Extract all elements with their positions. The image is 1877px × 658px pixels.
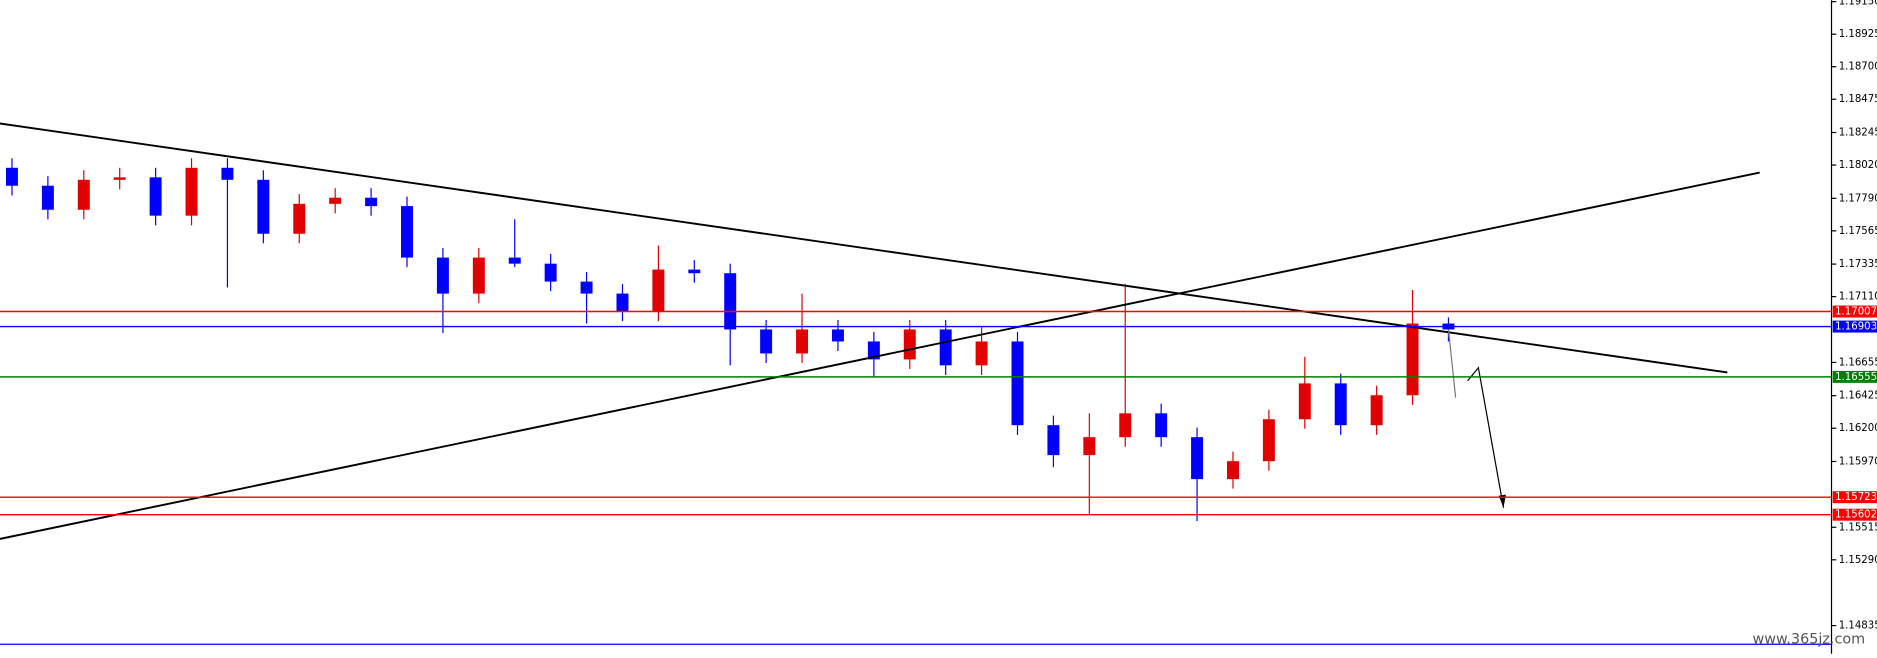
candle-body <box>760 329 773 354</box>
candle-body <box>5 167 18 186</box>
candle-body <box>257 179 270 234</box>
candle-body <box>1083 437 1096 456</box>
projection-line <box>1447 329 1457 398</box>
level-label: 1.16555 <box>1835 372 1877 383</box>
y-tick-label: 1.17565 <box>1839 226 1877 237</box>
candle-body <box>796 329 809 354</box>
plot-area <box>5 158 1455 522</box>
candle-body <box>1406 323 1419 396</box>
y-tick-label: 1.18925 <box>1839 29 1877 40</box>
candle-body <box>1334 383 1347 426</box>
level-label: 1.15723 <box>1835 492 1877 503</box>
trend-line <box>0 122 1728 374</box>
candle-body <box>365 197 378 207</box>
y-tick-label: 1.17335 <box>1839 259 1877 270</box>
candle-body <box>41 185 54 210</box>
y-tick-label: 1.19150 <box>1839 0 1877 8</box>
candle-body <box>1119 413 1132 438</box>
watermark: www.365jz.com <box>1753 631 1866 647</box>
y-tick-label: 1.17790 <box>1839 193 1877 204</box>
y-tick-label: 1.18475 <box>1839 94 1877 105</box>
candle-body <box>1191 437 1204 480</box>
y-tick-label: 1.14835 <box>1839 621 1877 632</box>
candle-body <box>185 167 198 216</box>
y-tick-label: 1.18245 <box>1839 128 1877 139</box>
candle-body <box>293 203 306 234</box>
candle-body <box>831 329 844 342</box>
y-tick-label: 1.16655 <box>1839 357 1877 368</box>
candle-body <box>329 197 342 204</box>
candle-body <box>688 269 701 274</box>
y-tick-label: 1.15290 <box>1839 555 1877 566</box>
candle-body <box>149 177 162 216</box>
candle-body <box>1155 413 1168 438</box>
candle-body <box>724 273 737 330</box>
candle-body <box>1370 395 1383 426</box>
candle-body <box>652 269 665 312</box>
level-label-box <box>1832 508 1877 521</box>
y-tick-label: 1.16425 <box>1839 391 1877 402</box>
level-label: 1.15602 <box>1835 510 1877 521</box>
candle-body <box>77 179 90 210</box>
y-tick-label: 1.18020 <box>1839 160 1877 171</box>
level-label-box <box>1832 491 1877 504</box>
candle-body <box>867 341 880 360</box>
y-tick-label: 1.15515 <box>1839 522 1877 533</box>
candle-body <box>1226 461 1239 480</box>
level-label-box <box>1832 370 1877 383</box>
candle-body <box>1047 425 1060 456</box>
candle-body <box>508 257 521 264</box>
candle-body <box>903 329 916 360</box>
level-label-box <box>1832 320 1877 333</box>
candle-body <box>544 263 557 282</box>
candle-body <box>975 341 988 366</box>
level-label: 1.16903 <box>1835 322 1877 333</box>
candle-body <box>580 281 593 294</box>
level-label: 1.17007 <box>1835 307 1877 318</box>
candle-body <box>1011 341 1024 426</box>
projection-arrow <box>1467 366 1505 508</box>
candle-body <box>221 167 234 180</box>
candle-body <box>1298 383 1311 420</box>
candle-body <box>939 329 952 366</box>
candle-body <box>401 206 413 258</box>
y-tick-label: 1.17110 <box>1839 292 1877 303</box>
candle-body <box>616 293 629 312</box>
level-label-box <box>1832 305 1877 318</box>
y-tick-label: 1.18700 <box>1839 62 1877 73</box>
candle-body <box>472 257 485 294</box>
candle-body <box>436 257 449 294</box>
y-tick-label: 1.16200 <box>1839 423 1877 434</box>
trend-line <box>0 171 1760 540</box>
candle-body <box>1262 419 1275 462</box>
y-tick-label: 1.15970 <box>1839 456 1877 467</box>
candle-body <box>113 177 126 180</box>
